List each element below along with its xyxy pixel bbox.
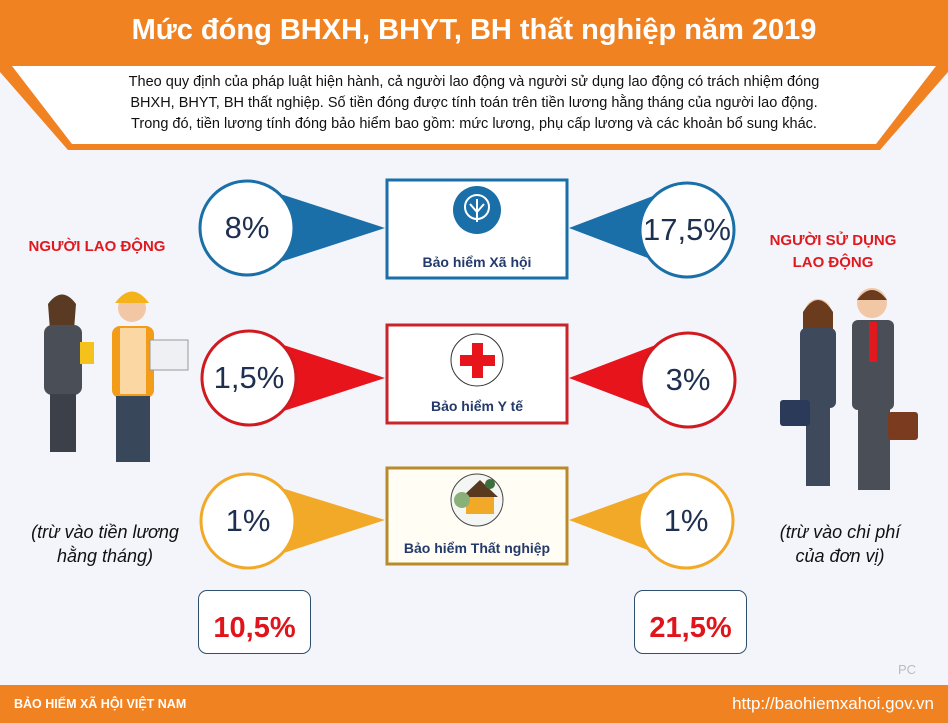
employee-caption: (trừ vào tiền lương hằng tháng) bbox=[10, 520, 200, 568]
circle-right bbox=[638, 181, 736, 279]
circle-left bbox=[198, 179, 296, 277]
employee-label: NGƯỜI LAO ĐỘNG bbox=[28, 238, 166, 255]
employer-bhyt-rate: 3% bbox=[665, 362, 711, 397]
bhxh-label: Bảo hiểm Xã hội bbox=[422, 254, 532, 270]
employer-bhtn-rate: 1% bbox=[663, 503, 709, 538]
employer-bhxh-rate: 17,5% bbox=[643, 212, 731, 247]
author-watermark: PC bbox=[898, 662, 917, 677]
bhxh-logo-icon bbox=[453, 186, 501, 234]
employer-label-line: LAO ĐỘNG bbox=[792, 254, 874, 271]
red-cross-icon bbox=[450, 333, 504, 387]
caption-line: hằng tháng) bbox=[56, 546, 154, 566]
employer-total: 21,5% bbox=[634, 590, 747, 654]
caption-line: của đơn vị) bbox=[795, 546, 885, 566]
intro-panel bbox=[12, 66, 936, 144]
intro-line: BHXH, BHYT, BH thất nghiệp. Số tiền đóng… bbox=[130, 95, 818, 111]
row-bhyt bbox=[200, 323, 737, 429]
footer-bar bbox=[0, 685, 948, 723]
row-bhxh bbox=[198, 178, 736, 280]
footer-url-link[interactable]: http://baohiemxahoi.gov.vn bbox=[732, 694, 934, 713]
bhtn-label: Bảo hiểm Thất nghiệp bbox=[403, 540, 551, 556]
caption-line: (trừ vào chi phí bbox=[779, 522, 901, 542]
circle-right bbox=[639, 331, 737, 429]
employee-bhxh-rate: 8% bbox=[224, 210, 270, 245]
employer-label-line: NGƯỜI SỬ DỤNG bbox=[769, 232, 897, 249]
footer-org: BẢO HIỂM XÃ HỘI VIỆT NAM bbox=[14, 697, 187, 711]
circle-left bbox=[200, 329, 298, 427]
employer-caption: (trừ vào chi phí của đơn vị) bbox=[750, 520, 930, 568]
employee-bhyt-rate: 1,5% bbox=[213, 360, 285, 395]
caption-line: (trừ vào tiền lương bbox=[31, 522, 179, 542]
wedge-left bbox=[262, 188, 385, 268]
intro-line: Theo quy định của pháp luật hiện hành, c… bbox=[128, 74, 820, 90]
employees-illustration bbox=[44, 291, 189, 462]
employee-bhtn-rate: 1% bbox=[225, 503, 271, 538]
wedge-left bbox=[262, 482, 385, 560]
page-title: Mức đóng BHXH, BHYT, BH thất nghiệp năm … bbox=[131, 14, 817, 46]
circle-right bbox=[637, 472, 735, 570]
intro-line: Trong đó, tiền lương tính đóng bảo hiểm … bbox=[131, 116, 817, 132]
house-icon bbox=[450, 473, 504, 527]
intro-text: Theo quy định của pháp luật hiện hành, c… bbox=[60, 72, 888, 135]
circle-left bbox=[199, 472, 297, 570]
employer-label: NGƯỜI SỬ DỤNG LAO ĐỘNG bbox=[748, 230, 918, 274]
row-bhtn bbox=[199, 466, 735, 570]
employee-total: 10,5% bbox=[198, 590, 311, 654]
employers-illustration bbox=[780, 288, 918, 490]
bhyt-label: Bảo hiểm Y tế bbox=[430, 398, 524, 414]
header-bar bbox=[0, 0, 948, 66]
